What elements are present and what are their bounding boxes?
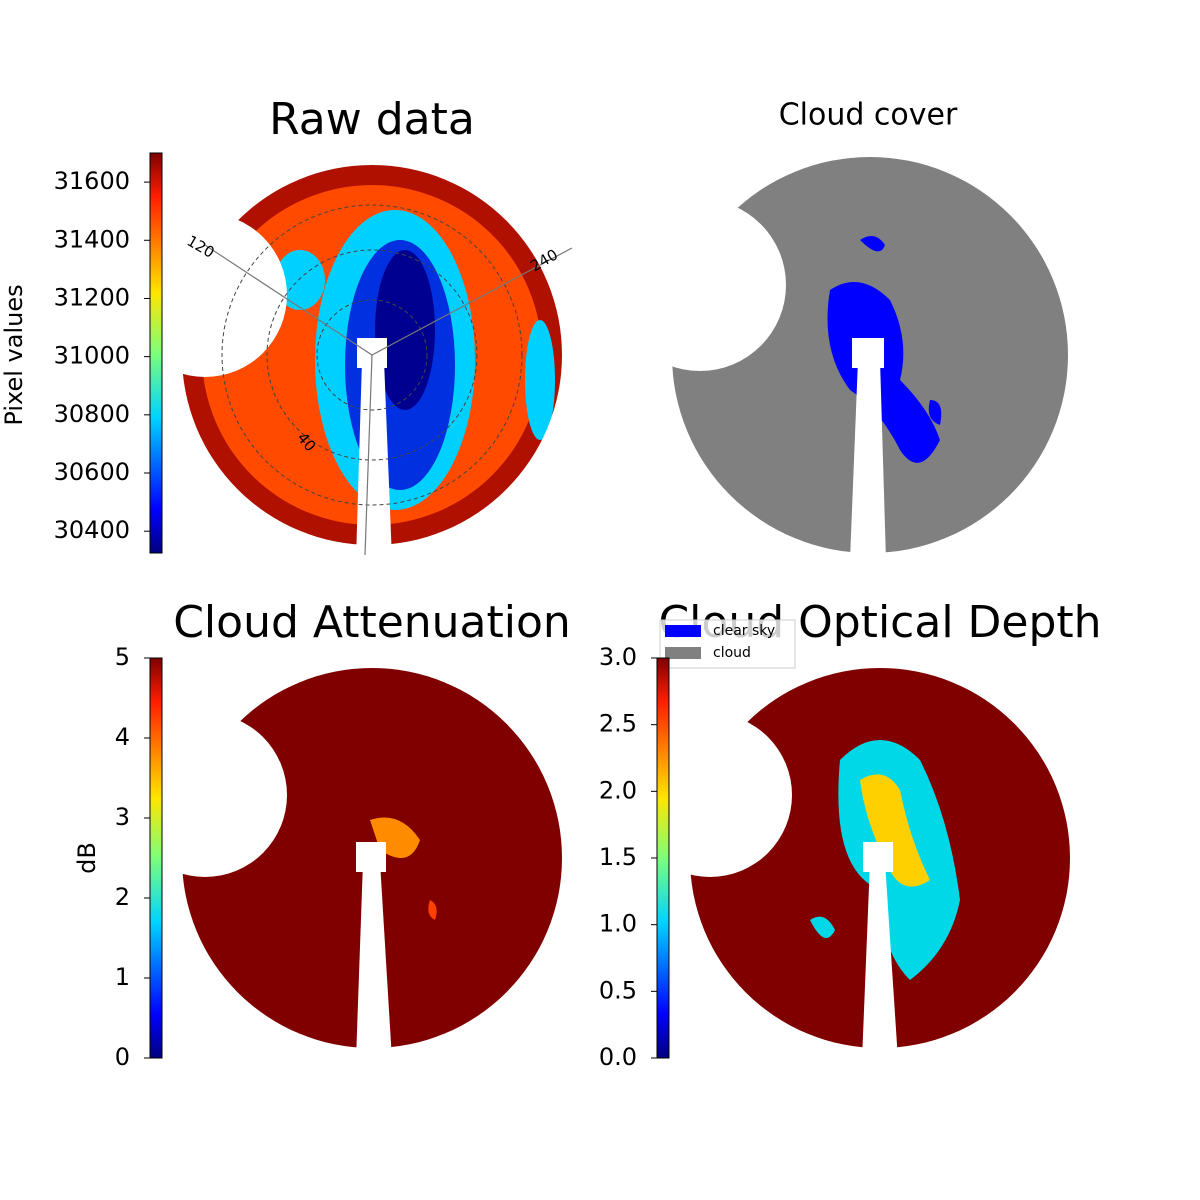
tick-label: 3.0 bbox=[599, 643, 637, 671]
colorbar bbox=[149, 657, 163, 1059]
tick-label: 31200 bbox=[54, 283, 130, 311]
tick-label: 5 bbox=[115, 643, 130, 671]
tick-label: 3 bbox=[115, 803, 130, 831]
tick-label: 4 bbox=[115, 723, 130, 751]
legend-swatch bbox=[665, 625, 701, 637]
tick-label: 0.5 bbox=[599, 976, 637, 1004]
colorbar-label: dB bbox=[73, 842, 101, 874]
polar-grid bbox=[221, 204, 523, 506]
colorbar bbox=[656, 657, 670, 1059]
tick-label: 31600 bbox=[54, 167, 130, 195]
tick-label: 2 bbox=[115, 883, 130, 911]
chart-title: Cloud cover bbox=[779, 98, 958, 133]
chart-title: Cloud Attenuation bbox=[173, 597, 571, 648]
optical-depth-image bbox=[680, 650, 1090, 1070]
tick-label: 1.5 bbox=[599, 843, 637, 871]
colorbar-label: Pixel values bbox=[0, 284, 28, 425]
legend-swatch bbox=[665, 647, 701, 659]
legend-label: clear sky bbox=[713, 623, 775, 639]
colorbar bbox=[149, 152, 163, 554]
tick-label: 0 bbox=[115, 1043, 130, 1071]
attenuation-image bbox=[170, 650, 580, 1070]
raw-image bbox=[170, 150, 580, 560]
tick-label: 30800 bbox=[54, 400, 130, 428]
cloud-cover-image bbox=[660, 150, 1080, 560]
tick-label: 30400 bbox=[54, 516, 130, 544]
tick-label: 31400 bbox=[54, 225, 130, 253]
tick-label: 1 bbox=[115, 963, 130, 991]
tick-label: 2.5 bbox=[599, 710, 637, 738]
polar-axes bbox=[204, 244, 573, 556]
legend-label: cloud bbox=[713, 645, 751, 661]
tick-label: 31000 bbox=[54, 342, 130, 370]
chart-title: Raw data bbox=[269, 94, 475, 145]
tick-label: 2.0 bbox=[599, 776, 637, 804]
tick-label: 1.0 bbox=[599, 910, 637, 938]
tick-label: 0.0 bbox=[599, 1043, 637, 1071]
tick-label: 30600 bbox=[54, 458, 130, 486]
